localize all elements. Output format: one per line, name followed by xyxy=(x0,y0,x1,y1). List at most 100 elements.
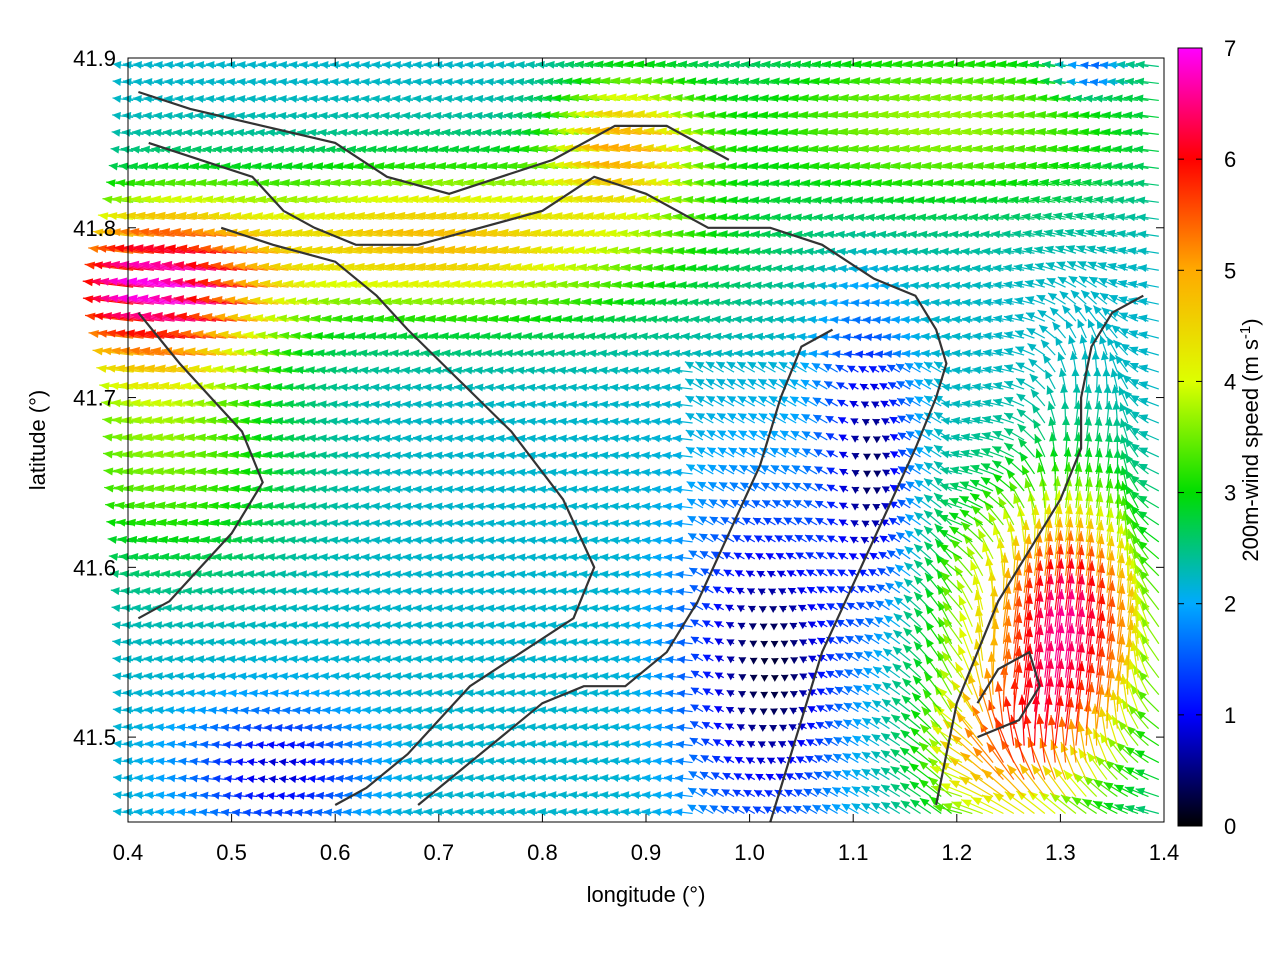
wind-arrow xyxy=(842,752,859,764)
wind-arrow xyxy=(212,774,227,783)
wind-arrow xyxy=(1093,778,1118,798)
wind-arrow xyxy=(712,738,725,747)
wind-arrow xyxy=(222,740,237,749)
wind-arrow xyxy=(211,740,227,749)
wind-arrow xyxy=(1095,755,1118,780)
wind-arrow xyxy=(880,801,901,815)
wind-arrow xyxy=(1060,794,1087,814)
colorbar-tick-label: 5 xyxy=(1224,258,1236,283)
wind-arrow xyxy=(720,805,735,815)
x-tick-label: 0.8 xyxy=(527,840,558,865)
wind-arrow xyxy=(266,741,279,750)
wind-arrow xyxy=(890,731,911,747)
wind-arrow xyxy=(745,757,756,765)
x-tick-label: 0.7 xyxy=(424,840,455,865)
wind-arrow xyxy=(933,804,963,815)
wind-arrow xyxy=(972,746,1004,780)
wind-arrow xyxy=(253,723,268,732)
wind-arrow xyxy=(1053,767,1077,797)
wind-arrow xyxy=(235,758,248,767)
wind-arrow xyxy=(710,788,725,798)
wind-arrow xyxy=(796,739,807,748)
wind-arrow xyxy=(308,758,320,767)
wind-arrow xyxy=(1115,741,1139,764)
wind-arrow xyxy=(246,775,258,784)
wind-arrow xyxy=(861,785,880,798)
wind-arrow xyxy=(793,788,807,798)
wind-arrow xyxy=(928,738,953,763)
wind-arrow xyxy=(1004,791,1035,814)
wind-arrow xyxy=(308,775,320,783)
wind-arrow xyxy=(1134,749,1160,764)
wind-arrow xyxy=(784,789,797,798)
wind-arrow xyxy=(994,766,1025,797)
wind-arrow xyxy=(880,784,901,798)
wind-arrow xyxy=(234,740,248,749)
wind-arrow xyxy=(768,740,777,749)
wind-arrow xyxy=(733,772,745,781)
wind-arrow xyxy=(871,750,890,764)
wind-arrow xyxy=(200,740,217,749)
colorbar-tick-label: 7 xyxy=(1224,36,1236,61)
wind-arrow xyxy=(1114,763,1139,781)
wind-arrow xyxy=(812,787,828,798)
x-tick-label: 0.9 xyxy=(631,840,662,865)
wind-arrow xyxy=(189,774,206,783)
wind-arrow xyxy=(744,773,756,781)
wind-arrow xyxy=(1135,769,1160,781)
wind-arrow xyxy=(748,724,756,732)
wind-arrow xyxy=(266,792,279,800)
wind-arrow xyxy=(861,734,880,747)
wind-arrow xyxy=(880,732,901,747)
wind-arrow xyxy=(1117,720,1139,746)
wind-arrow xyxy=(1031,763,1056,797)
x-tick-label: 1.0 xyxy=(734,840,765,865)
wind-arrow xyxy=(297,741,310,749)
wind-arrow xyxy=(851,769,870,781)
wind-arrow xyxy=(769,724,778,732)
plot-area xyxy=(82,57,1165,823)
wind-arrow xyxy=(1018,694,1027,746)
wind-arrow xyxy=(861,717,880,730)
wind-vectors xyxy=(82,60,1160,817)
wind-arrow xyxy=(736,723,745,732)
wind-arrow xyxy=(753,789,766,798)
wind-arrow xyxy=(699,771,714,781)
wind-arrow xyxy=(268,758,279,767)
wind-arrow xyxy=(1086,751,1108,780)
colorbar-tick-label: 3 xyxy=(1224,481,1236,506)
wind-arrow xyxy=(776,757,787,765)
wind-arrow xyxy=(1098,706,1108,746)
wind-arrow xyxy=(1124,786,1149,798)
wind-arrow xyxy=(1125,804,1149,815)
wind-arrow xyxy=(918,760,942,781)
wind-arrow xyxy=(1063,769,1087,797)
wind-arrow xyxy=(723,756,735,764)
wind-arrow xyxy=(224,757,237,766)
wind-arrow xyxy=(1135,805,1159,815)
wind-arrow xyxy=(870,767,890,781)
wind-arrow xyxy=(841,803,859,815)
wind-arrow xyxy=(785,772,797,781)
wind-arrow xyxy=(852,735,870,747)
wind-arrow xyxy=(890,748,911,764)
wind-arrow xyxy=(766,757,776,765)
wind-arrow xyxy=(698,787,714,798)
colorbar-tick-label: 4 xyxy=(1224,369,1236,394)
wind-arrow xyxy=(833,736,849,747)
wind-arrow xyxy=(852,718,870,730)
wind-arrow xyxy=(931,725,963,747)
wind-arrow xyxy=(871,802,890,815)
wind-arrow xyxy=(843,719,859,730)
wind-arrow xyxy=(278,758,289,767)
wind-arrow xyxy=(1124,746,1149,764)
wind-arrow xyxy=(909,780,932,798)
wind-arrow xyxy=(1104,759,1129,781)
wind-arrow xyxy=(1058,716,1067,763)
wind-arrow xyxy=(688,770,704,781)
x-tick-label: 1.3 xyxy=(1045,840,1076,865)
wind-arrow xyxy=(1135,787,1160,798)
wind-arrow xyxy=(813,771,828,781)
wind-arrow xyxy=(899,764,921,781)
wind-arrow xyxy=(821,804,838,815)
